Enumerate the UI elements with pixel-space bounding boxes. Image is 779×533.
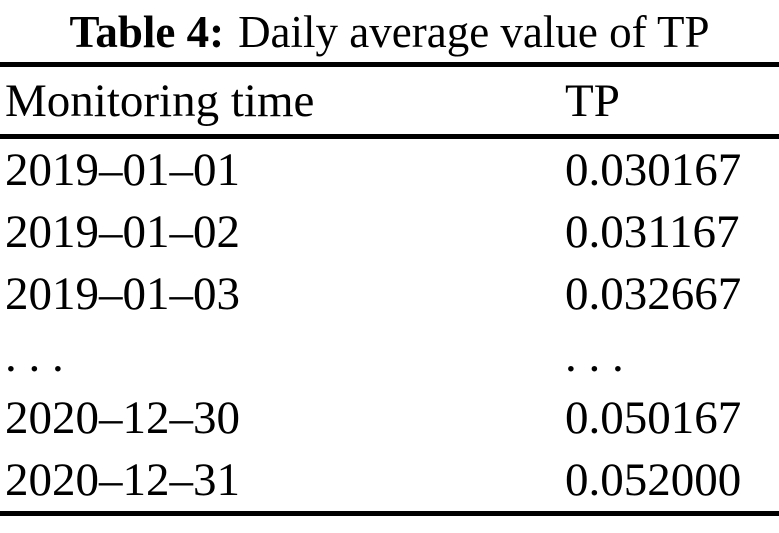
cell-tp: 0.031167 xyxy=(565,206,740,258)
table-caption-label: Table 4: xyxy=(69,7,225,57)
table-row-ellipsis: . . . . . . xyxy=(0,325,779,387)
table-row: 2019–01–03 0.032667 xyxy=(0,263,779,325)
table-caption-text: Daily average value of TP xyxy=(238,7,710,57)
cell-time: 2019–01–01 xyxy=(5,144,240,196)
cell-time: 2019–01–02 xyxy=(5,206,240,258)
table-caption: Table 4: Daily average value of TP xyxy=(0,0,779,62)
table-header: Monitoring time TP xyxy=(0,65,779,137)
table-body: 2019–01–01 0.030167 2019–01–02 0.031167 … xyxy=(0,137,779,514)
column-header-monitoring-time: Monitoring time xyxy=(5,74,315,127)
cell-tp: 0.052000 xyxy=(565,454,742,506)
cell-time: 2019–01–03 xyxy=(5,268,240,320)
cell-time: 2020–12–30 xyxy=(5,392,240,444)
table-row: 2019–01–02 0.031167 xyxy=(0,201,779,263)
column-header-tp: TP xyxy=(565,74,620,127)
cell-tp: 0.032667 xyxy=(565,268,742,320)
table-row: 2019–01–01 0.030167 xyxy=(0,137,779,202)
cell-tp: . . . xyxy=(565,330,624,382)
table-row: 2020–12–30 0.050167 xyxy=(0,387,779,449)
cell-time: . . . xyxy=(5,330,64,382)
header-row: Monitoring time TP xyxy=(0,65,779,137)
cell-time: 2020–12–31 xyxy=(5,454,240,506)
cell-tp: 0.030167 xyxy=(565,144,742,196)
data-table: Monitoring time TP 2019–01–01 0.030167 2… xyxy=(0,62,779,516)
table-row: 2020–12–31 0.052000 xyxy=(0,449,779,514)
cell-tp: 0.050167 xyxy=(565,392,742,444)
